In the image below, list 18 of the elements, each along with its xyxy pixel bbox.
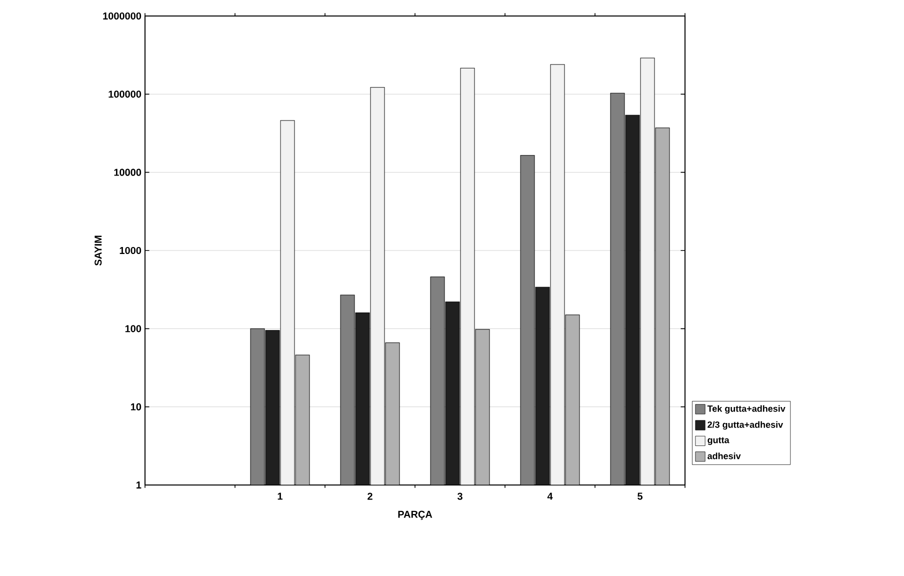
y-tick-label: 10: [130, 403, 142, 410]
y-tick-label: 10000: [114, 168, 142, 176]
x-tick-label: 3: [457, 492, 462, 500]
x-tick-label: 5: [638, 492, 643, 500]
y-tick-label: 1000: [120, 246, 142, 254]
legend-label: gutta: [708, 437, 730, 446]
legend-label: Tek gutta+adhesiv: [707, 405, 786, 414]
x-tick-label: 2: [368, 492, 372, 500]
x-tick-label: 4: [547, 492, 553, 500]
x-tick-label: 1: [278, 492, 283, 500]
y-axis-title: SAYIM: [94, 236, 102, 266]
y-tick-label: 100: [125, 325, 142, 332]
legend-label: adhesiv: [708, 452, 741, 460]
x-axis-title: PARÇA: [398, 510, 432, 520]
legend-label: 2/3 gutta+adhesiv: [708, 421, 784, 430]
y-tick-label: 100000: [108, 90, 142, 98]
y-tick-label: 1000000: [103, 12, 142, 20]
y-tick-label: 1: [136, 482, 142, 488]
